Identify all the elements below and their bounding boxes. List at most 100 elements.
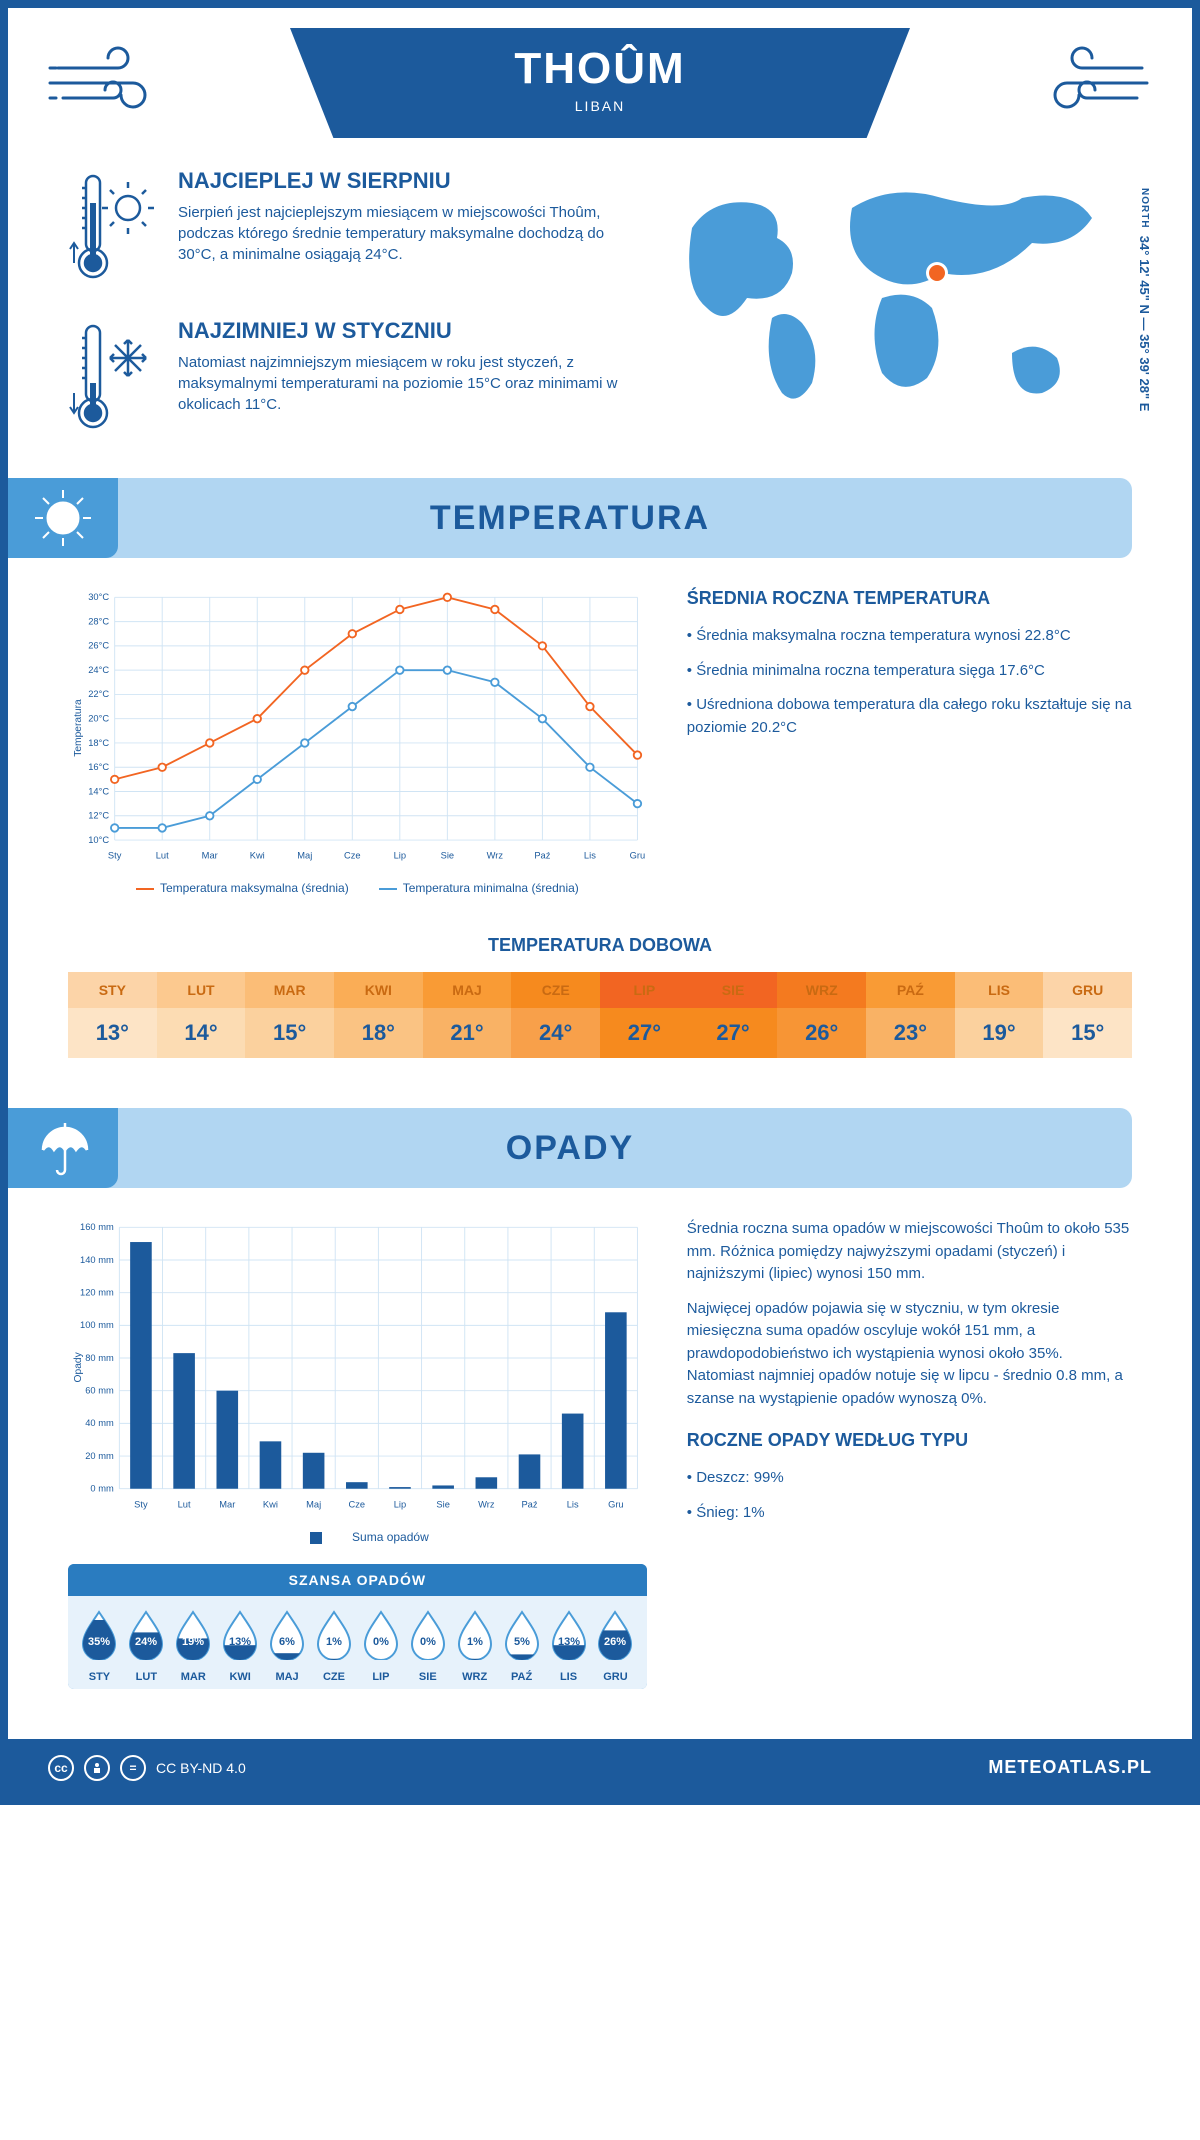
precip-p1: Średnia roczna suma opadów w miejscowośc… (687, 1218, 1132, 1286)
svg-text:Lis: Lis (584, 851, 596, 861)
hottest-text: Sierpień jest najcieplejszym miesiącem w… (178, 202, 622, 265)
svg-text:0%: 0% (373, 1636, 389, 1648)
sun-icon (33, 488, 93, 548)
footer-license: cc = CC BY-ND 4.0 (48, 1755, 246, 1781)
license-text: CC BY-ND 4.0 (156, 1760, 246, 1776)
chance-cell: 19% MAR (170, 1610, 217, 1683)
chance-cell: 5% PAŹ (498, 1610, 545, 1683)
svg-text:Lut: Lut (156, 851, 169, 861)
svg-text:Lis: Lis (567, 1499, 579, 1509)
svg-text:Sty: Sty (134, 1499, 148, 1509)
svg-text:Kwi: Kwi (250, 851, 265, 861)
temperature-title: TEMPERATURA (118, 499, 1132, 538)
precip-p2: Najwięcej opadów pojawia się w styczniu,… (687, 1298, 1132, 1411)
world-map-icon (652, 168, 1132, 428)
avg-temp-b1: • Średnia maksymalna roczna temperatura … (687, 625, 1132, 648)
svg-text:Wrz: Wrz (487, 851, 504, 861)
footer-site: METEOATLAS.PL (988, 1757, 1152, 1778)
header-row: THOÛM LIBAN (8, 8, 1192, 138)
chance-cell: 26% GRU (592, 1610, 639, 1683)
svg-text:1%: 1% (326, 1636, 342, 1648)
thermometer-cold-icon (68, 318, 158, 438)
svg-text:120 mm: 120 mm (80, 1288, 114, 1298)
svg-text:26%: 26% (604, 1636, 626, 1648)
svg-text:10°C: 10°C (88, 835, 109, 845)
svg-text:12°C: 12°C (88, 811, 109, 821)
daily-temp-table: STY 13° LUT 14° MAR 15° KWI 18° MAJ 21° … (68, 972, 1132, 1058)
month-cell: MAR 15° (245, 972, 334, 1058)
svg-text:80 mm: 80 mm (85, 1353, 114, 1363)
precip-sidebar: Średnia roczna suma opadów w miejscowośc… (687, 1218, 1132, 1689)
month-cell: SIE 27° (689, 972, 778, 1058)
svg-text:160 mm: 160 mm (80, 1222, 114, 1232)
svg-text:6%: 6% (279, 1636, 295, 1648)
intro-section: NAJCIEPLEJ W SIERPNIU Sierpień jest najc… (8, 138, 1192, 458)
legend-precip: Suma opadów (286, 1530, 429, 1544)
coldest-block: NAJZIMNIEJ W STYCZNIU Natomiast najzimni… (68, 318, 622, 438)
avg-temp-b3: • Uśredniona dobowa temperatura dla całe… (687, 694, 1132, 739)
svg-text:Sie: Sie (441, 851, 454, 861)
svg-text:22°C: 22°C (88, 689, 109, 699)
svg-text:Maj: Maj (297, 851, 312, 861)
svg-text:Cze: Cze (344, 851, 361, 861)
chance-cell: 0% SIE (404, 1610, 451, 1683)
month-cell: GRU 15° (1043, 972, 1132, 1058)
chance-cell: 13% LIS (545, 1610, 592, 1683)
month-cell: PAŹ 23° (866, 972, 955, 1058)
precip-legend: Suma opadów (68, 1530, 647, 1544)
svg-text:Lut: Lut (178, 1499, 191, 1509)
precip-snow: • Śnieg: 1% (687, 1502, 1132, 1525)
country-subtitle: LIBAN (350, 98, 850, 114)
coldest-title: NAJZIMNIEJ W STYCZNIU (178, 318, 622, 344)
legend-min: Temperatura minimalna (średnia) (379, 881, 579, 895)
precip-rain: • Deszcz: 99% (687, 1467, 1132, 1490)
svg-text:16°C: 16°C (88, 762, 109, 772)
month-cell: LIS 19° (955, 972, 1044, 1058)
precip-title: OPADY (118, 1129, 1132, 1168)
svg-text:24°C: 24°C (88, 665, 109, 675)
wind-icon-right (1012, 28, 1152, 128)
svg-text:Temperatura: Temperatura (73, 699, 84, 757)
nd-icon: = (120, 1755, 146, 1781)
svg-text:Gru: Gru (630, 851, 646, 861)
chance-cell: 1% WRZ (451, 1610, 498, 1683)
thermometer-hot-icon (68, 168, 158, 288)
chance-cell: 6% MAJ (264, 1610, 311, 1683)
svg-text:40 mm: 40 mm (85, 1418, 114, 1428)
svg-text:Lip: Lip (394, 851, 406, 861)
city-title: THOÛM (350, 44, 850, 94)
daily-temp-heading: TEMPERATURA DOBOWA (68, 935, 1132, 956)
coldest-text: Natomiast najzimniejszym miesiącem w rok… (178, 352, 622, 415)
precip-type-heading: ROCZNE OPADY WEDŁUG TYPU (687, 1430, 1132, 1451)
month-cell: KWI 18° (334, 972, 423, 1058)
chance-cell: 24% LUT (123, 1610, 170, 1683)
svg-text:Sie: Sie (436, 1499, 449, 1509)
daily-temp-section: TEMPERATURA DOBOWA STY 13° LUT 14° MAR 1… (8, 925, 1192, 1088)
chance-cell: 13% KWI (217, 1610, 264, 1683)
svg-text:24%: 24% (135, 1636, 157, 1648)
svg-text:5%: 5% (514, 1636, 530, 1648)
svg-text:Paź: Paź (534, 851, 550, 861)
footer: cc = CC BY-ND 4.0 METEOATLAS.PL (8, 1739, 1192, 1797)
by-icon (84, 1755, 110, 1781)
legend-max: Temperatura maksymalna (średnia) (136, 881, 349, 895)
svg-text:100 mm: 100 mm (80, 1320, 114, 1330)
svg-text:Sty: Sty (108, 851, 122, 861)
svg-text:0%: 0% (420, 1636, 436, 1648)
temperature-sidebar: ŚREDNIA ROCZNA TEMPERATURA • Średnia mak… (687, 588, 1132, 895)
precip-section-header: OPADY (8, 1108, 1132, 1188)
world-map-block: NORTH 34° 12' 45" N — 35° 39' 28" E (652, 168, 1132, 438)
chance-cell: 0% LIP (357, 1610, 404, 1683)
svg-text:1%: 1% (467, 1636, 483, 1648)
svg-text:35%: 35% (88, 1636, 110, 1648)
svg-text:60 mm: 60 mm (85, 1386, 114, 1396)
month-cell: CZE 24° (511, 972, 600, 1058)
wind-icon-left (48, 28, 188, 128)
svg-text:19%: 19% (182, 1636, 204, 1648)
hottest-title: NAJCIEPLEJ W SIERPNIU (178, 168, 622, 194)
coordinates-text: NORTH 34° 12' 45" N — 35° 39' 28" E (1137, 188, 1152, 411)
svg-text:30°C: 30°C (88, 592, 109, 602)
title-band: THOÛM LIBAN (290, 28, 910, 138)
avg-temp-heading: ŚREDNIA ROCZNA TEMPERATURA (687, 588, 1132, 609)
svg-text:Mar: Mar (219, 1499, 235, 1509)
